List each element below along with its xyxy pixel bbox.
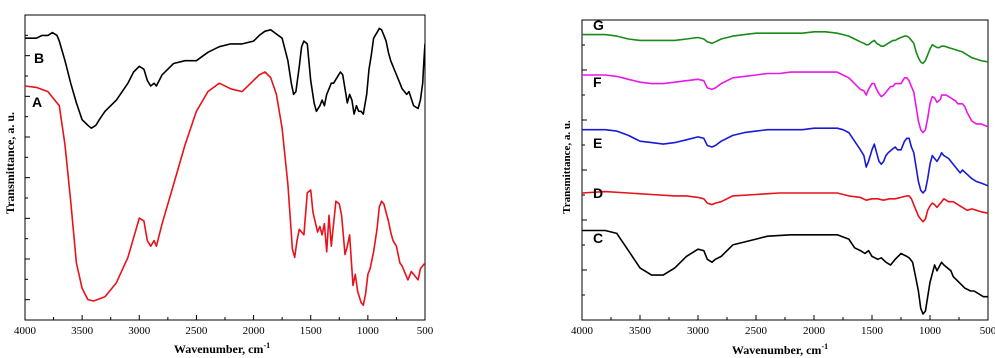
- series-line-c: [582, 229, 988, 315]
- series-line-g: [582, 31, 988, 65]
- series-label-c: C: [593, 230, 603, 246]
- y-axis-title-right: Transmittance, a. u.: [561, 120, 573, 214]
- series-line-f: [582, 71, 988, 134]
- x-tick-label: 3000: [687, 325, 710, 337]
- x-axis-title-right: Wavenumber, cm-1: [732, 342, 828, 357]
- series-line-e: [582, 127, 988, 194]
- x-tick-label: 3500: [71, 325, 94, 337]
- plot-frame: [24, 14, 426, 321]
- x-tick-label: 2500: [745, 325, 768, 337]
- chart-left: Transmittance, a. u. Wavenumber, cm-1 40…: [3, 14, 434, 356]
- series-label-e: E: [593, 135, 602, 151]
- series-line-a: [25, 71, 425, 306]
- series-label-g: G: [593, 17, 604, 33]
- x-tick-label: 1000: [357, 325, 380, 337]
- plot-frame: [581, 19, 989, 321]
- series-label-b: B: [34, 50, 44, 66]
- series-label-d: D: [593, 185, 603, 201]
- x-tick-label: 1500: [300, 325, 323, 337]
- series-label-f: F: [593, 74, 602, 90]
- x-tick-label: 1500: [861, 325, 884, 337]
- x-tick-label: 2000: [243, 325, 266, 337]
- x-tick-label: 2000: [803, 325, 826, 337]
- x-tick-label: 500: [417, 325, 434, 337]
- series-line-b: [25, 27, 425, 129]
- series-label-a: A: [32, 94, 42, 110]
- x-tick-label: 3000: [128, 325, 151, 337]
- x-tick-label: 500: [980, 325, 995, 337]
- x-tick-label: 4000: [14, 325, 37, 337]
- x-tick-label: 2500: [185, 325, 208, 337]
- x-axis-title-left: Wavenumber, cm-1: [174, 341, 270, 356]
- x-tick-label: 4000: [571, 325, 594, 337]
- series-line-d: [582, 190, 988, 223]
- x-tick-label: 1000: [919, 325, 942, 337]
- x-tick-label: 3500: [629, 325, 652, 337]
- y-axis-title-left: Transmittance, a. u.: [3, 112, 17, 214]
- chart-right: Transmittance, a. u. Wavenumber, cm-1 40…: [561, 17, 995, 357]
